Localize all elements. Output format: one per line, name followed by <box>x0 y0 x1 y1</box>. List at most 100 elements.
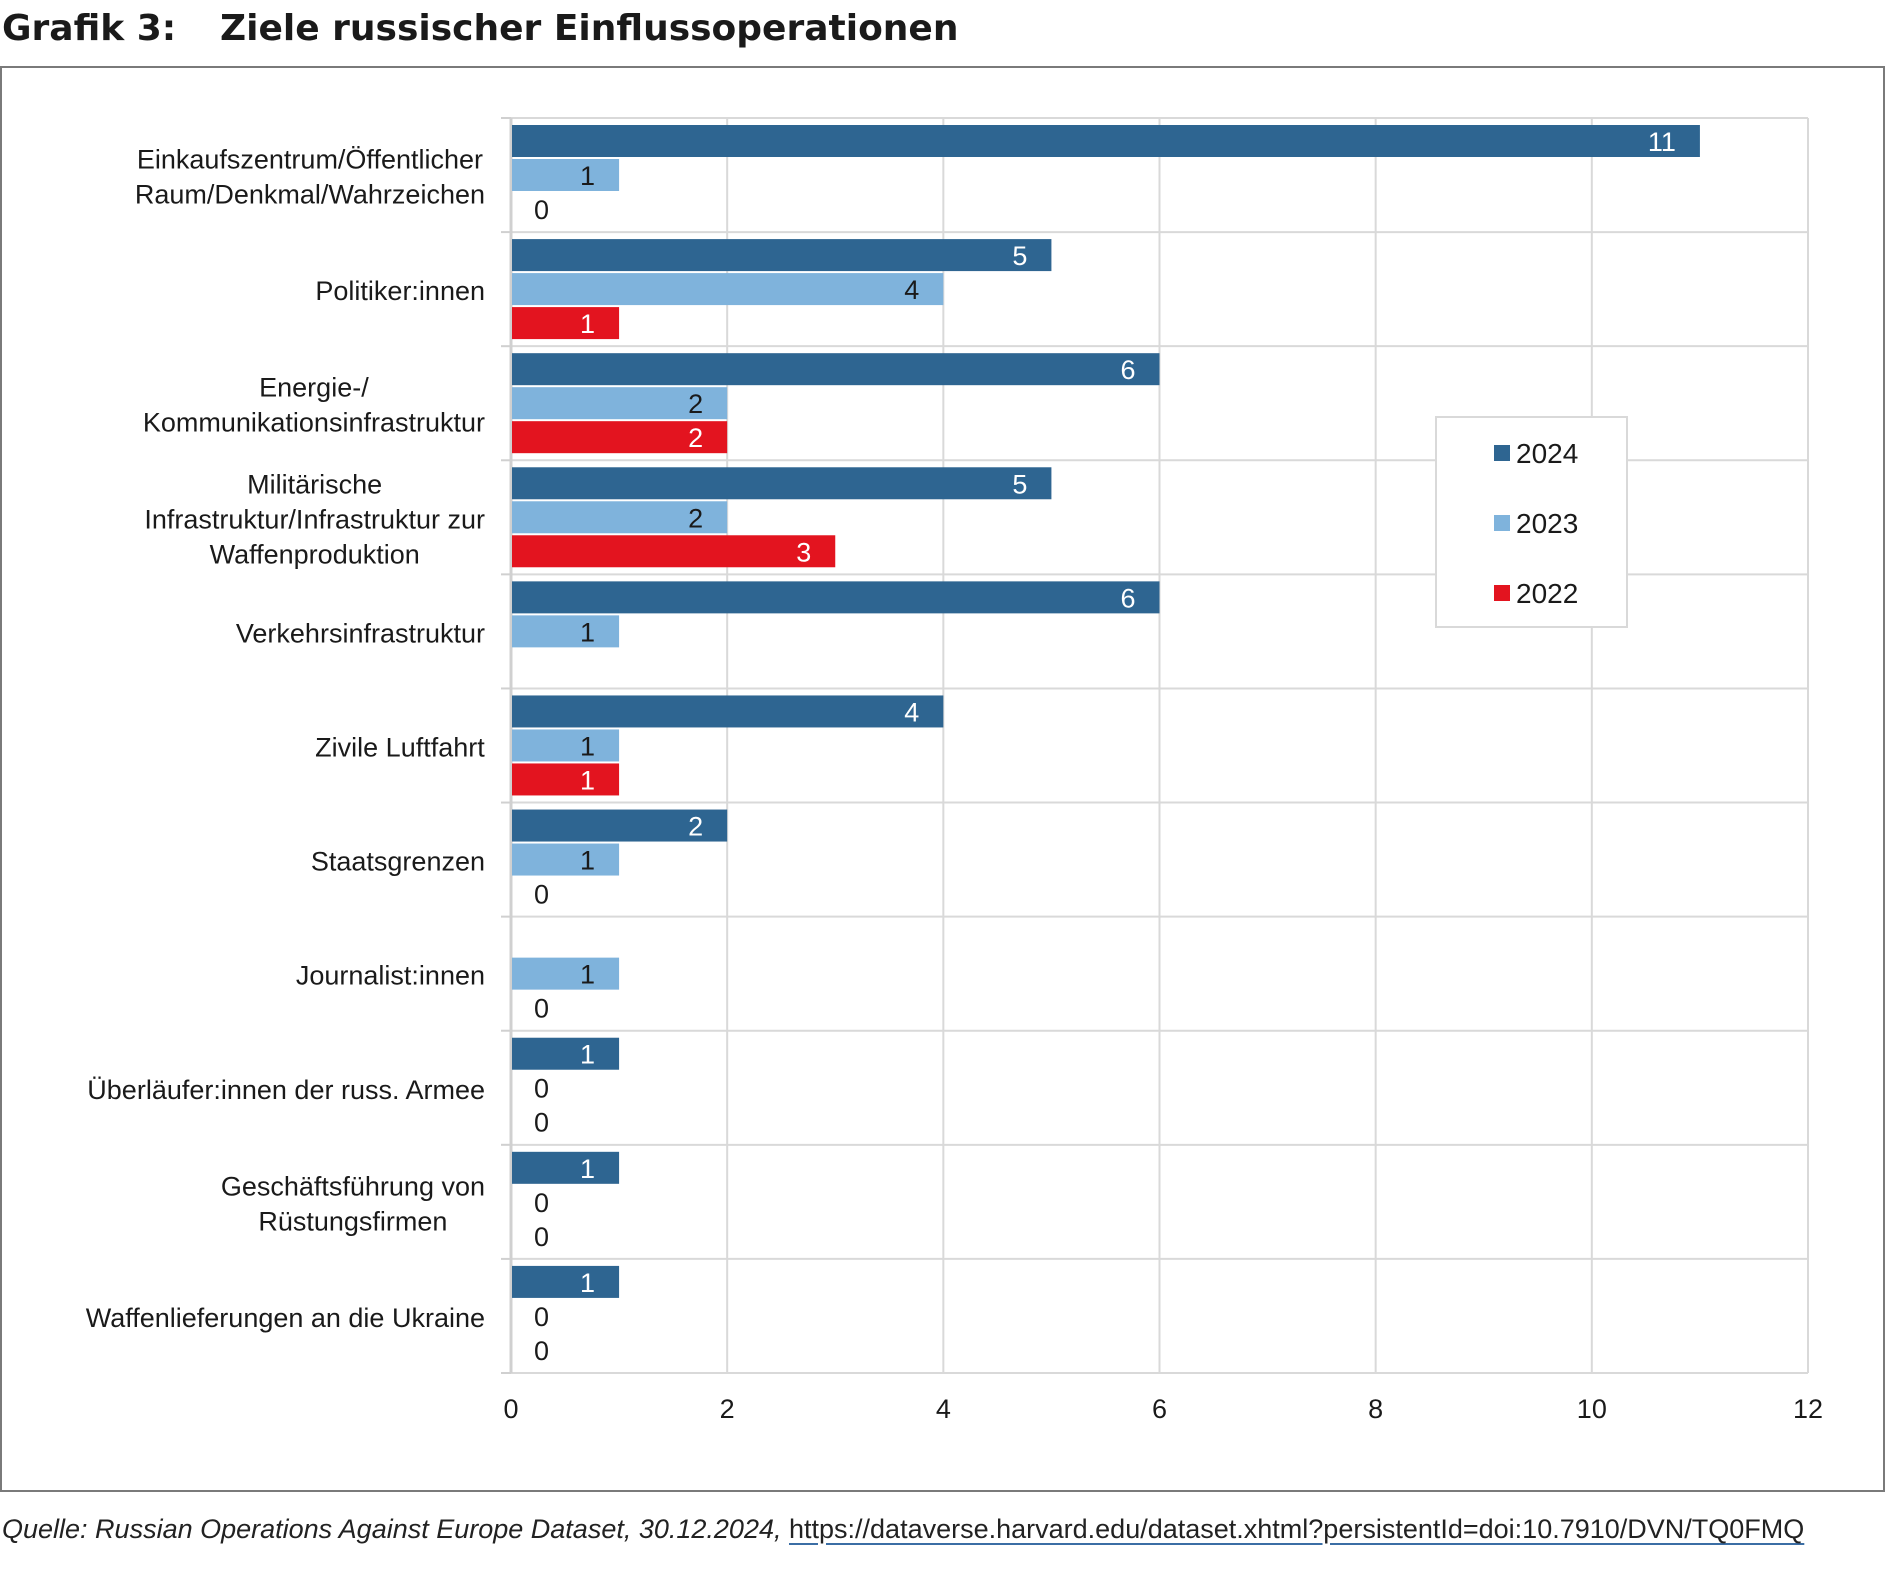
category-label: Journalist:innen <box>296 961 485 991</box>
category-label-line: Verkehrsinfrastruktur <box>236 618 485 648</box>
x-tick-label: 2 <box>720 1394 735 1424</box>
category-label-line: Infrastruktur/Infrastruktur zur <box>144 504 485 534</box>
bar-value-label: 1 <box>580 765 595 795</box>
bar-value-label: 11 <box>1648 127 1676 157</box>
bar-value-label: 1 <box>580 309 595 339</box>
bar-value-label: 0 <box>534 1074 549 1104</box>
bar-value-label: 1 <box>580 1154 595 1184</box>
category-label: Überläufer:innen der russ. Armee <box>87 1075 485 1105</box>
bar-value-label: 2 <box>688 389 703 419</box>
bar-value-label: 1 <box>580 1040 595 1070</box>
bar-2022 <box>512 421 728 454</box>
category-label: Geschäftsführung von Rüstungsfirmen <box>221 1171 485 1236</box>
chart-frame: 0 2 4 6 8 10 12 Einkaufszentrum/Öffentlicher Rau… <box>0 66 1885 1492</box>
bar-value-label: 0 <box>534 1188 549 1218</box>
bar-2023 <box>512 615 620 648</box>
category-label-line: Geschäftsführung von <box>221 1171 485 1201</box>
x-tick-label: 6 <box>1152 1394 1167 1424</box>
category-label: Staatsgrenzen <box>311 847 485 877</box>
category-label: Verkehrsinfrastruktur <box>236 618 485 648</box>
legend-label-2022: 2022 <box>1516 578 1578 609</box>
bar-value-label: 5 <box>1012 469 1027 499</box>
bar-value-label: 6 <box>1120 583 1135 613</box>
category-label-line: Raum/Denkmal/Wahrzeichen <box>135 180 485 210</box>
bar-value-label: 1 <box>580 846 595 876</box>
category-label: Zivile Luftfahrt <box>315 733 485 763</box>
category-label-line: Rüstungsfirmen <box>258 1206 447 1236</box>
bar-value-label: 2 <box>688 423 703 453</box>
bar-2023 <box>512 273 944 306</box>
bar-2024 <box>512 809 728 842</box>
category-label: Energie-/ Kommunikationsinfrastruktur <box>143 373 485 438</box>
x-tick-label: 0 <box>503 1394 518 1424</box>
bar-2023 <box>512 729 620 762</box>
legend-swatch-2023 <box>1494 515 1510 531</box>
legend-label-2024: 2024 <box>1516 438 1578 469</box>
bar-value-label: 0 <box>534 195 549 225</box>
bar-2024 <box>512 467 1052 500</box>
bar-value-label: 0 <box>534 994 549 1024</box>
figure-number: Grafik 3: <box>2 8 177 49</box>
legend-box <box>1435 416 1628 628</box>
category-label-line: Waffenlieferungen an die Ukraine <box>86 1303 485 1333</box>
bar-value-label: 1 <box>580 617 595 647</box>
category-label-line: Kommunikationsinfrastruktur <box>143 408 485 438</box>
legend-swatch-2024 <box>1494 445 1510 461</box>
bar-2024 <box>512 353 1160 386</box>
bar-2024 <box>512 1265 620 1298</box>
bar-2024 <box>512 1151 620 1184</box>
bar-2022 <box>512 535 836 568</box>
bar-2023 <box>512 843 620 876</box>
bar-2024 <box>512 239 1052 272</box>
source-citation: Quelle: Russian Operations Against Europ… <box>2 1514 782 1544</box>
category-label-line: Staatsgrenzen <box>311 847 485 877</box>
x-tick-label: 12 <box>1793 1394 1823 1424</box>
bar-value-label: 0 <box>534 1108 549 1138</box>
bar-value-label: 4 <box>904 275 919 305</box>
category-label-line: Journalist:innen <box>296 961 485 991</box>
bar-2023 <box>512 387 728 420</box>
bar-2024 <box>512 125 1700 157</box>
category-label: Waffenlieferungen an die Ukraine <box>86 1303 485 1333</box>
category-label-line: Zivile Luftfahrt <box>315 733 485 763</box>
bar-2023 <box>512 957 620 990</box>
bar-value-label: 1 <box>580 1268 595 1298</box>
bar-value-label: 1 <box>580 960 595 990</box>
legend-swatch-2022 <box>1494 585 1510 601</box>
category-label-line: Politiker:innen <box>315 276 485 306</box>
bar-value-label: 2 <box>688 503 703 533</box>
bar-value-label: 0 <box>534 880 549 910</box>
bar-2024 <box>512 1037 620 1070</box>
category-label-line: Überläufer:innen der russ. Armee <box>87 1075 485 1105</box>
x-tick-label: 8 <box>1368 1394 1383 1424</box>
source-link[interactable]: https://dataverse.harvard.edu/dataset.xh… <box>789 1514 1805 1544</box>
figure-title: Grafik 3: Ziele russischer Einflussopera… <box>0 8 1889 58</box>
bar-value-label: 4 <box>904 697 919 727</box>
category-label: Einkaufszentrum/Öffentlicher Raum/Denkmal… <box>135 145 485 210</box>
bar-2023 <box>512 159 620 191</box>
bar-2022 <box>512 763 620 796</box>
bar-value-label: 1 <box>580 161 595 191</box>
bar-value-label: 6 <box>1120 355 1135 385</box>
bar-value-label: 1 <box>580 731 595 761</box>
legend-label-2023: 2023 <box>1516 508 1578 539</box>
x-tick-label: 10 <box>1577 1394 1607 1424</box>
bar-value-label: 2 <box>688 812 703 842</box>
bar-2024 <box>512 695 944 728</box>
x-tick-label: 4 <box>936 1394 951 1424</box>
category-label-line: Waffenproduktion <box>210 539 420 569</box>
category-label: Militärische Infrastruktur/Infrastruktur … <box>144 469 485 569</box>
bar-2022 <box>512 307 620 340</box>
figure-title-text: Ziele russischer Einflussoperationen <box>220 8 959 49</box>
bar-2024 <box>512 581 1160 614</box>
category-label-line: Energie-/ <box>259 373 369 403</box>
bar-value-label: 0 <box>534 1302 549 1332</box>
category-label: Politiker:innen <box>315 276 485 306</box>
bar-2023 <box>512 501 728 534</box>
bar-value-label: 3 <box>796 537 811 567</box>
bar-value-label: 5 <box>1012 241 1027 271</box>
bar-value-label: 0 <box>534 1336 549 1366</box>
category-label-line: Militärische <box>247 469 382 499</box>
bar-value-label: 0 <box>534 1222 549 1252</box>
